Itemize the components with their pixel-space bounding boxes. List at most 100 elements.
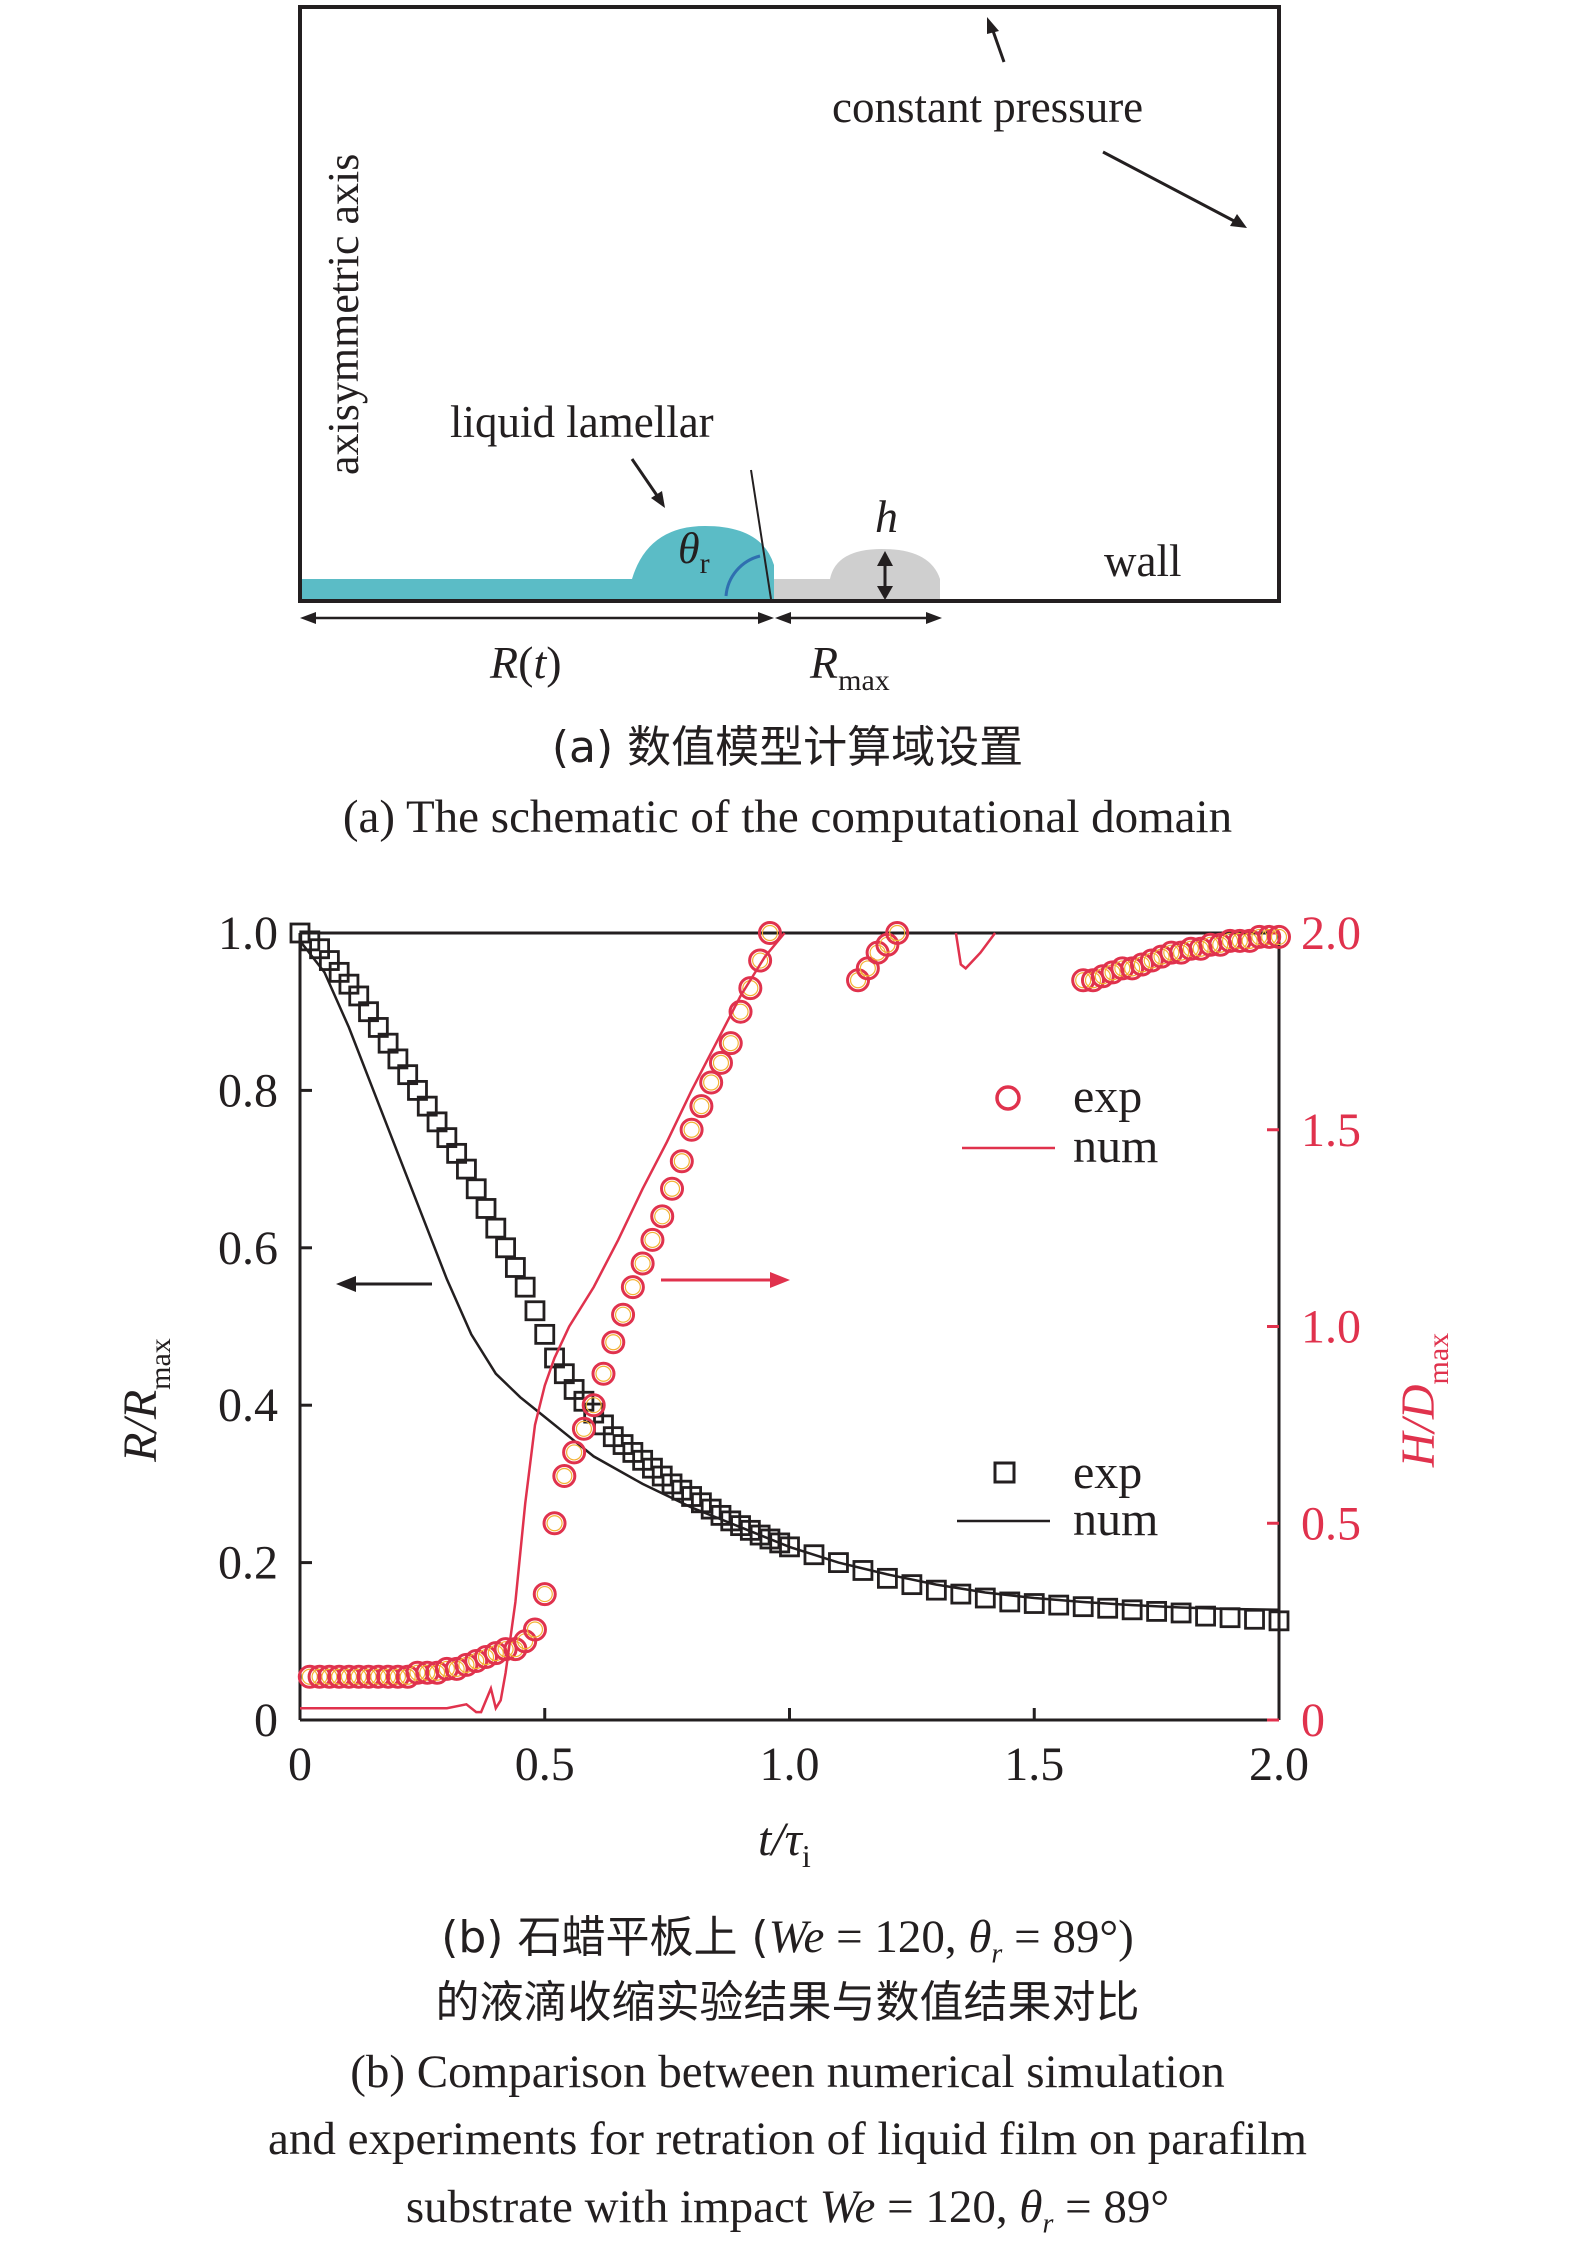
height-exp-point	[660, 1176, 685, 1201]
chart-labels: t/τi R/Rmax H/Dmax exp num exp num	[114, 1070, 1455, 1874]
height-exp-point	[611, 1302, 636, 1327]
height-exp-point-inner	[575, 1420, 593, 1437]
liquid-lamellar	[302, 526, 774, 599]
left-axis-arrow-head	[336, 1276, 356, 1292]
schematic-figure: axisymmetric axis constant pressure liqu…	[298, 5, 1281, 697]
theta-r-label: θr	[678, 524, 710, 580]
caption-b-en3-text: substrate with impact	[405, 2181, 820, 2233]
height-exp-point-inner	[1075, 972, 1092, 989]
legend-left-exp-marker	[993, 1461, 1016, 1484]
height-exp-point-inner	[683, 1121, 700, 1138]
height-exp-point-inner	[1202, 936, 1219, 953]
caption-b-en-line2: and experiments for retration of liquid …	[268, 2113, 1307, 2165]
height-num-line	[954, 932, 997, 971]
height-exp-point	[591, 1361, 616, 1386]
x-tick-label: 0.5	[515, 1738, 575, 1791]
pressure-arrow-top-head	[987, 17, 999, 34]
radius-exp-point	[485, 1217, 507, 1239]
radius-exp-point	[1072, 1596, 1094, 1618]
radius-exp-point	[1121, 1599, 1143, 1621]
rmax-label: Rmax	[809, 637, 890, 697]
height-exp-point	[522, 1617, 547, 1642]
height-exp-point	[1257, 924, 1282, 949]
height-exp-point-inner	[673, 1153, 690, 1170]
caption-b-zh-line1: (b) 石蜡平板上 (We = 120, θr = 89°)	[0, 1910, 1575, 1971]
wall-label: wall	[1104, 536, 1181, 586]
radius-exp-point	[524, 1300, 546, 1322]
x-tick-label: 1.0	[760, 1738, 820, 1791]
height-exp-point-inner	[497, 1641, 514, 1658]
height-exp-point-inner	[595, 1365, 612, 1382]
r-t-label: R(t)	[489, 637, 562, 688]
height-exp-point-inner	[752, 952, 769, 969]
h-arrow-head-top	[877, 551, 893, 566]
x-tick-label: 0	[288, 1738, 312, 1791]
legend-right-num-label: num	[1073, 1120, 1158, 1173]
caption-b-theta: θ	[968, 1911, 992, 1963]
height-exp-point	[630, 1251, 655, 1276]
y-left-tick-label: 0.8	[218, 1064, 278, 1117]
pressure-arrow-right-head	[1230, 214, 1247, 228]
radius-exp-point	[475, 1198, 497, 1219]
y-left-tick-label: 0.4	[218, 1379, 278, 1432]
height-exp-point-inner	[1163, 944, 1180, 961]
legend-right-exp-label: exp	[1073, 1070, 1142, 1123]
y-left-tick-label: 0.6	[218, 1222, 278, 1275]
height-exp-point	[885, 921, 910, 945]
rmax-arrowhead-right	[926, 612, 942, 624]
height-exp-point	[640, 1227, 665, 1252]
height-exp-point-inner	[526, 1621, 544, 1638]
ghost-rim	[774, 549, 940, 599]
radius-num-line	[299, 940, 1280, 1612]
height-exp-point-inner	[1114, 960, 1131, 977]
legend-left-exp-label: exp	[1073, 1446, 1142, 1499]
caption-a-zh: (a) 数值模型计算域设置	[551, 722, 1024, 773]
height-exp-point-inner	[644, 1231, 661, 1249]
y-left-tick-label: 0	[254, 1694, 278, 1747]
x-tick-label: 1.5	[1004, 1738, 1064, 1791]
r-t-arrowhead-left	[300, 612, 316, 624]
height-exp-point-inner	[889, 924, 906, 942]
caption-b-en3-theta: θ	[1019, 2181, 1043, 2233]
height-exp-point-inner	[360, 1668, 377, 1685]
height-exp-point-inner	[380, 1668, 397, 1685]
height-exp-point	[571, 1416, 596, 1441]
height-exp-point-inner	[1231, 932, 1248, 949]
caption-b-en-line1: (b) Comparison between numerical simulat…	[350, 2046, 1225, 2098]
retraction-chart: 0 0.5 1.0 1.5 2.000.20.40.60.81.000.51.01.52…	[114, 907, 1455, 1874]
pressure-arrow-right	[1102, 150, 1237, 224]
caption-a-en: (a) The schematic of the computational d…	[342, 791, 1233, 843]
radius-exp-point	[999, 1591, 1021, 1613]
height-exp-point	[552, 1464, 577, 1489]
height-exp-point	[699, 1070, 724, 1095]
height-exp-point	[748, 948, 773, 973]
pressure-arrow-top	[990, 27, 1006, 63]
tangent-line	[750, 469, 772, 600]
right-axis-arrow-head	[770, 1272, 790, 1288]
height-exp-point-inner	[1182, 940, 1199, 957]
height-exp-point-inner	[693, 1098, 710, 1115]
radius-exp-point	[1219, 1607, 1241, 1629]
caption-b-en3-eq2: = 89°	[1053, 2181, 1170, 2233]
height-exp-point-inner	[331, 1668, 348, 1685]
y-right-tick-label: 1.5	[1301, 1104, 1361, 1157]
height-exp-point-inner	[634, 1255, 651, 1272]
y-right-tick-label: 0	[1301, 1694, 1325, 1747]
height-num-line	[300, 932, 786, 1714]
height-exp-point	[562, 1440, 587, 1465]
height-exp-point-inner	[722, 1035, 739, 1052]
height-exp-point-inner	[536, 1585, 553, 1603]
caption-b-en3-theta-sub: r	[1042, 2208, 1054, 2240]
y-left-tick-label: 1.0	[218, 907, 278, 960]
height-exp-point	[601, 1330, 626, 1355]
height-exp-point-inner	[350, 1668, 367, 1685]
height-exp-point	[728, 999, 753, 1024]
radius-exp-point	[504, 1257, 526, 1278]
height-exp-point-inner	[546, 1515, 563, 1532]
radius-exp-point	[1097, 1597, 1119, 1619]
y-right-axis-title: H/Dmax	[1392, 1333, 1455, 1468]
height-exp-point	[581, 1393, 606, 1418]
height-exp-point-inner	[556, 1467, 573, 1485]
height-exp-point-inner	[1261, 928, 1278, 946]
height-exp-point-inner	[624, 1279, 641, 1296]
